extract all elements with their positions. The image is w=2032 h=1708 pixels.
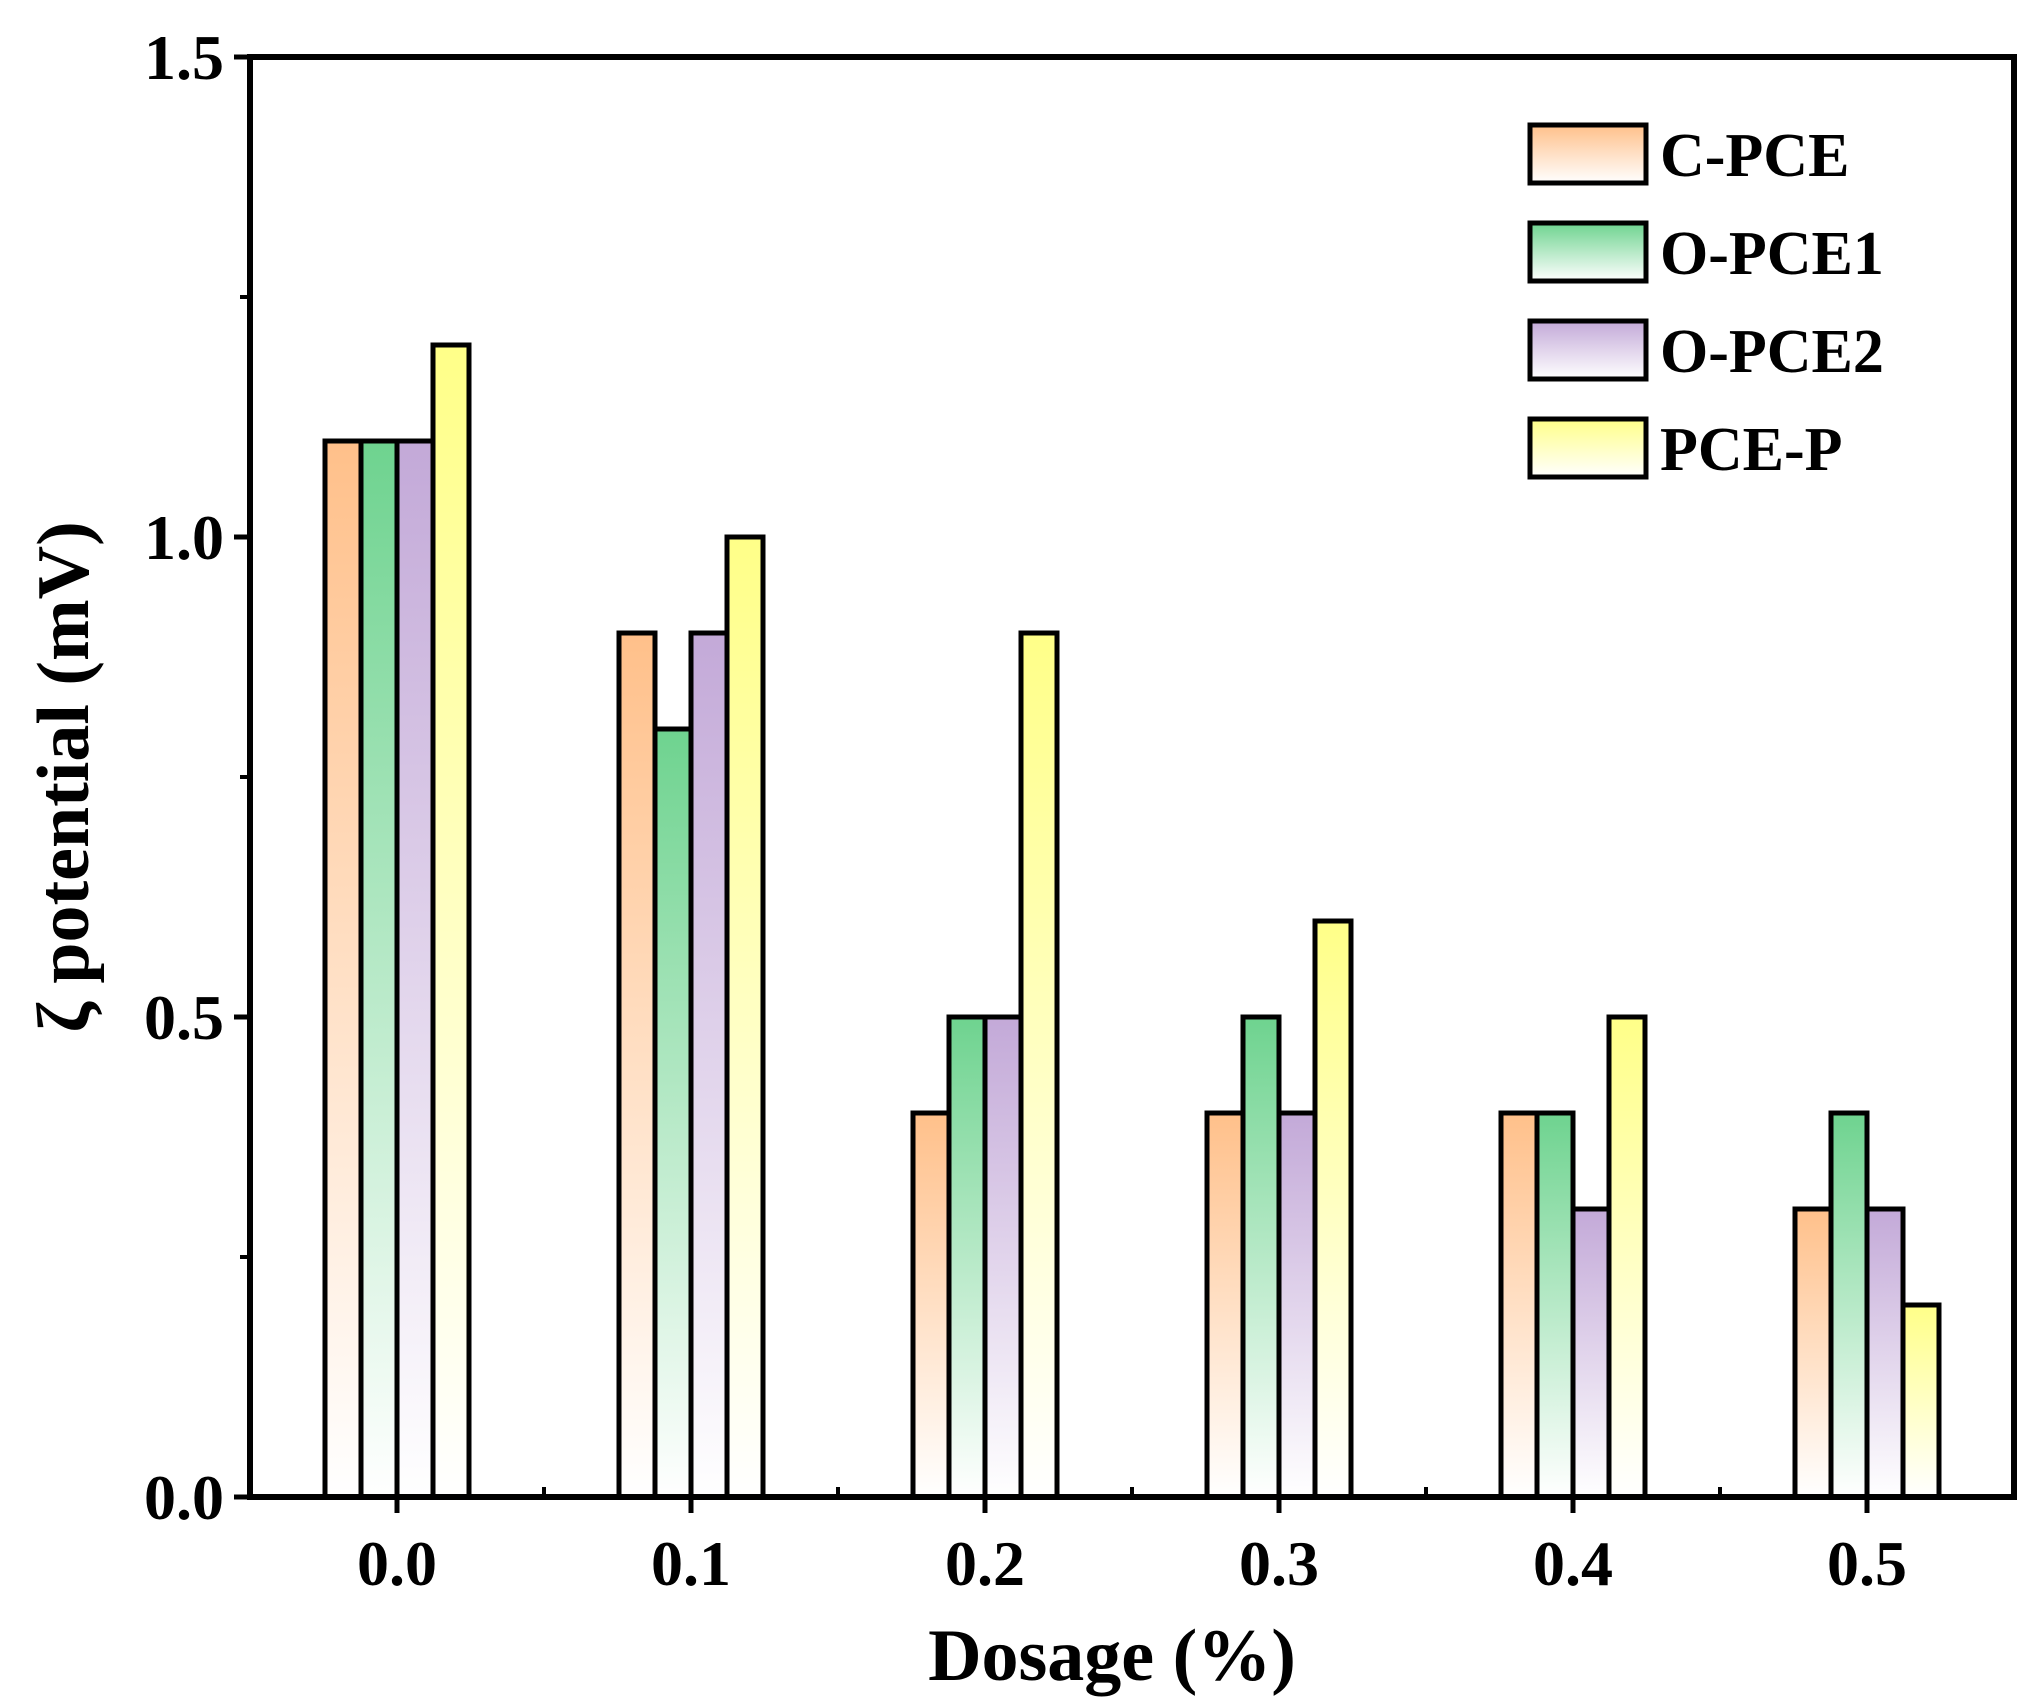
bar-pce-p-0.5 [1900,1302,1942,1500]
bar-c-pce-0.0 [322,438,364,1500]
y-tick-label-0.5: 0.5 [144,982,224,1053]
bar-o-pce2-0.5 [1864,1206,1906,1500]
bar-o-pce1-0.5 [1828,1110,1870,1500]
bar-pce-p-0.4 [1606,1014,1648,1500]
x-tick-label-0.0: 0.0 [357,1528,437,1599]
bars-layer [322,342,1942,1500]
legend-label-c-pce: C-PCE [1660,122,1849,190]
bar-o-pce2-0.2 [982,1014,1024,1500]
y-tick-label-0.0: 0.0 [144,1462,224,1533]
bar-c-pce-0.5 [1792,1206,1834,1500]
y-axis-title: ζ potential (mV) [23,521,105,1033]
bar-o-pce2-0.1 [688,630,730,1500]
x-axis-title: Dosage (%) [928,1615,1296,1697]
y-tick-label-1.0: 1.0 [144,502,224,573]
y-tick-label-1.5: 1.5 [144,22,224,93]
legend-label-pce-p: PCE-P [1660,416,1843,484]
legend-label-o-pce2: O-PCE2 [1660,318,1884,386]
legend-swatch-o-pce1 [1527,220,1649,284]
ticks-layer: 0.0 0.5 1.0 1.5 0.0 0.1 0.2 0.3 0.4 0.5 [144,22,1907,1599]
bar-o-pce1-0.3 [1240,1014,1282,1500]
legend-swatch-pce-p [1527,416,1649,480]
bar-c-pce-0.3 [1204,1110,1246,1500]
x-tick-label-0.4: 0.4 [1533,1528,1613,1599]
legend-label-o-pce1: O-PCE1 [1660,220,1884,288]
bar-c-pce-0.2 [910,1110,952,1500]
bar-o-pce1-0.2 [946,1014,988,1500]
x-tick-label-0.1: 0.1 [651,1528,731,1599]
bar-pce-p-0.2 [1018,630,1060,1500]
bar-o-pce2-0.0 [394,438,436,1500]
bar-pce-p-0.1 [724,534,766,1500]
bar-o-pce1-0.1 [652,726,694,1500]
legend: C-PCE O-PCE1 O-PCE2 PCE-P [1527,122,1884,484]
bar-o-pce1-0.4 [1534,1110,1576,1500]
bar-c-pce-0.1 [616,630,658,1500]
x-tick-label-0.2: 0.2 [945,1528,1025,1599]
bar-pce-p-0.0 [430,342,472,1500]
x-tick-label-0.5: 0.5 [1827,1528,1907,1599]
bar-o-pce1-0.0 [358,438,400,1500]
legend-swatch-c-pce [1527,122,1649,186]
bar-o-pce2-0.4 [1570,1206,1612,1500]
bar-o-pce2-0.3 [1276,1110,1318,1500]
bar-pce-p-0.3 [1312,918,1354,1500]
x-tick-label-0.3: 0.3 [1239,1528,1319,1599]
bar-c-pce-0.4 [1498,1110,1540,1500]
legend-swatch-o-pce2 [1527,318,1649,382]
